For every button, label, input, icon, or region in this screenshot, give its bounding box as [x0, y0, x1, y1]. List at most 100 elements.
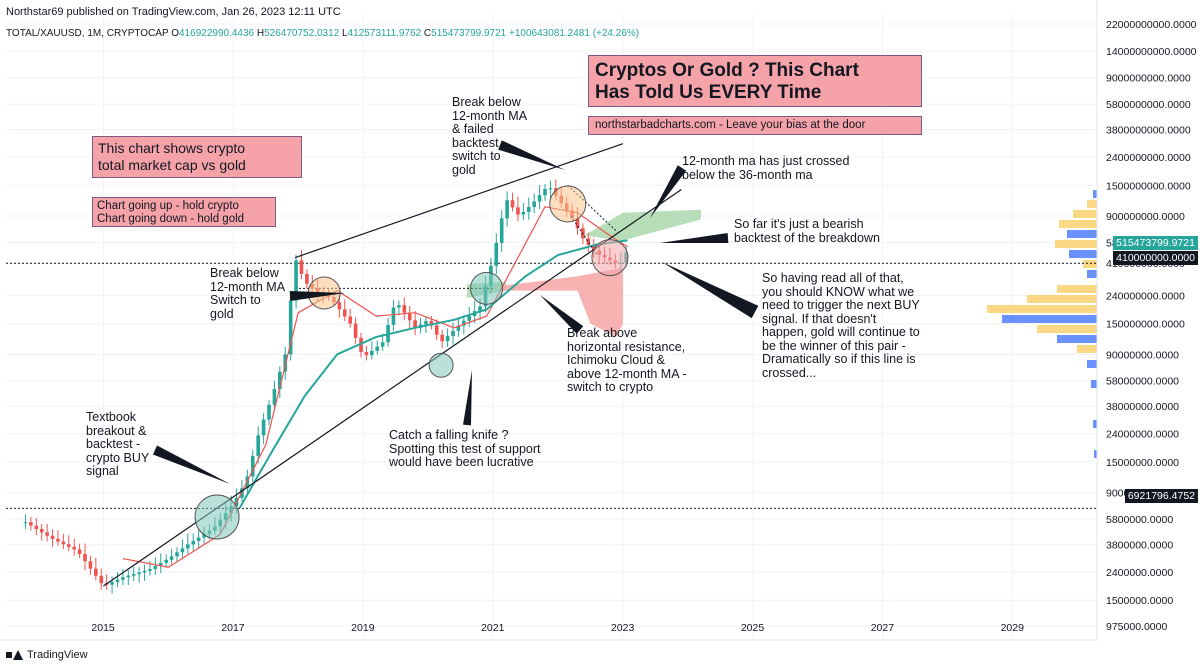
- y-tick-label: 150000000.0000: [1106, 319, 1185, 331]
- annotation-bearish-backtest: So far it's just a bearish backtest of t…: [734, 217, 880, 245]
- candle-body: [169, 556, 174, 560]
- y-tick-label: 5800000.0000: [1106, 514, 1173, 526]
- y-tick-label: 38000000.0000: [1106, 401, 1179, 413]
- volume-profile-bar: [1037, 325, 1097, 333]
- candle-body: [56, 538, 60, 542]
- y-tick-label: 2400000000.0000: [1106, 152, 1191, 164]
- y-tick-label: 2400000.0000: [1106, 567, 1173, 579]
- volume-profile-bar: [1067, 230, 1097, 238]
- annotation-circle: [549, 185, 587, 223]
- candle-body: [34, 525, 39, 529]
- candle-body: [137, 572, 141, 575]
- annotation-arrow: [152, 445, 230, 484]
- candle-body: [240, 488, 244, 498]
- candle-body: [494, 242, 499, 266]
- annotation-circle: [470, 271, 504, 305]
- candle-body: [115, 579, 120, 583]
- candle-body: [510, 200, 515, 208]
- y-tick-label: 15000000.0000: [1106, 457, 1179, 469]
- candle-body: [126, 575, 131, 578]
- x-tick-label: 2017: [221, 622, 245, 634]
- change-value: +100643081.2481 (+24.26%): [509, 28, 640, 39]
- candle-body: [23, 522, 28, 524]
- site-box: northstarbadcharts.com - Leave your bias…: [588, 116, 922, 135]
- annotation-break-below-top: Break below 12-month MA & failed backtes…: [452, 95, 528, 177]
- tradingview-logo[interactable]: TradingView: [6, 649, 88, 661]
- y-tick-label: 240000000.0000: [1106, 290, 1185, 302]
- y-tick-label: 975000.0000: [1106, 621, 1167, 633]
- candle-body: [186, 544, 190, 549]
- trendline: [294, 143, 624, 259]
- candle-body: [250, 455, 255, 477]
- candle-body: [532, 201, 536, 207]
- candle-body: [196, 537, 201, 541]
- volume-profile-bar: [1093, 420, 1097, 428]
- candle-body: [505, 200, 509, 219]
- candle-body: [299, 260, 304, 274]
- y-tick-label: 58000000.0000: [1106, 376, 1179, 388]
- candle-body: [272, 389, 277, 405]
- volume-profile-bar: [1087, 200, 1097, 208]
- footer: TradingView: [0, 644, 1200, 665]
- low-label: L: [341, 28, 348, 39]
- annotation-arrow: [463, 370, 472, 426]
- annotation-textbook: Textbook breakout & backtest - crypto BU…: [86, 410, 150, 478]
- candle-body: [548, 188, 553, 190]
- candle-body: [131, 574, 136, 576]
- volume-profile-bar: [1083, 260, 1097, 268]
- candle-body: [305, 273, 309, 284]
- volume-profile-bar: [1057, 335, 1097, 343]
- annotation-break-below-2018: Break below 12-month MA Switch to gold: [210, 266, 286, 321]
- candle-body: [364, 352, 369, 356]
- annotation-circle: [194, 494, 240, 540]
- volume-profile-bar: [1077, 345, 1097, 353]
- y-tick-label: 24000000.0000: [1106, 429, 1179, 441]
- y-tick-label: 900000000.0000: [1106, 211, 1185, 223]
- volume-profile-bar: [1093, 190, 1097, 198]
- candle-body: [337, 302, 342, 310]
- candle-body: [402, 305, 407, 313]
- candle-body: [543, 189, 547, 196]
- candle-body: [451, 330, 455, 337]
- candle-body: [245, 476, 250, 489]
- volume-profile-bar: [1087, 270, 1097, 278]
- y-tick-label: 14000000000.0000: [1106, 46, 1197, 58]
- volume-profile-bar: [1002, 315, 1097, 323]
- y-tick-label: 22000000000.0000: [1106, 19, 1197, 31]
- candle-body: [521, 212, 526, 215]
- candle-body: [72, 546, 76, 550]
- info-box: This chart shows crypto total market cap…: [92, 136, 302, 178]
- candle-body: [83, 554, 87, 562]
- high-label: H: [256, 28, 265, 39]
- candle-body: [478, 306, 482, 312]
- candle-body: [294, 260, 298, 301]
- y-tick-label: 3800000000.0000: [1106, 125, 1191, 137]
- x-tick-label: 2025: [741, 622, 765, 634]
- y-tick-label: 5800000000.0000: [1106, 99, 1191, 111]
- price-tag-line-upper: 410000000.0000: [1113, 251, 1198, 265]
- candle-body: [94, 568, 98, 576]
- candle-body: [353, 323, 358, 338]
- candle-body: [88, 561, 93, 569]
- annotation-circles: [194, 185, 629, 540]
- candle-body: [191, 540, 196, 545]
- y-axis: 22000000000.0000 14000000000.0000 90000000…: [1096, 0, 1197, 640]
- candle-body: [175, 552, 179, 557]
- volume-profile-bar: [1027, 295, 1097, 303]
- volume-profile-bar: [1059, 220, 1097, 228]
- volume-profile-bar: [1055, 240, 1097, 248]
- candle-body: [121, 577, 125, 580]
- volume-profile-bar: [1073, 210, 1097, 218]
- symbol-line: TOTAL/XAUUSD, 1M, CRYPTOCAP O416922990.4…: [6, 28, 639, 39]
- candle-body: [288, 300, 293, 355]
- annotation-arrow: [289, 291, 345, 301]
- x-tick-label: 2027: [871, 622, 895, 634]
- cloud-bear: [499, 267, 623, 338]
- price-tag-line-lower: 6921796.4752: [1124, 489, 1198, 503]
- y-tick-label: 9000000000.0000: [1106, 73, 1191, 85]
- rule-box: Chart going up - hold crypto Chart going…: [92, 197, 276, 227]
- candle-body: [164, 559, 168, 563]
- annotation-circle: [428, 352, 454, 378]
- volume-profile-bar: [1069, 250, 1097, 258]
- candle-body: [348, 316, 352, 324]
